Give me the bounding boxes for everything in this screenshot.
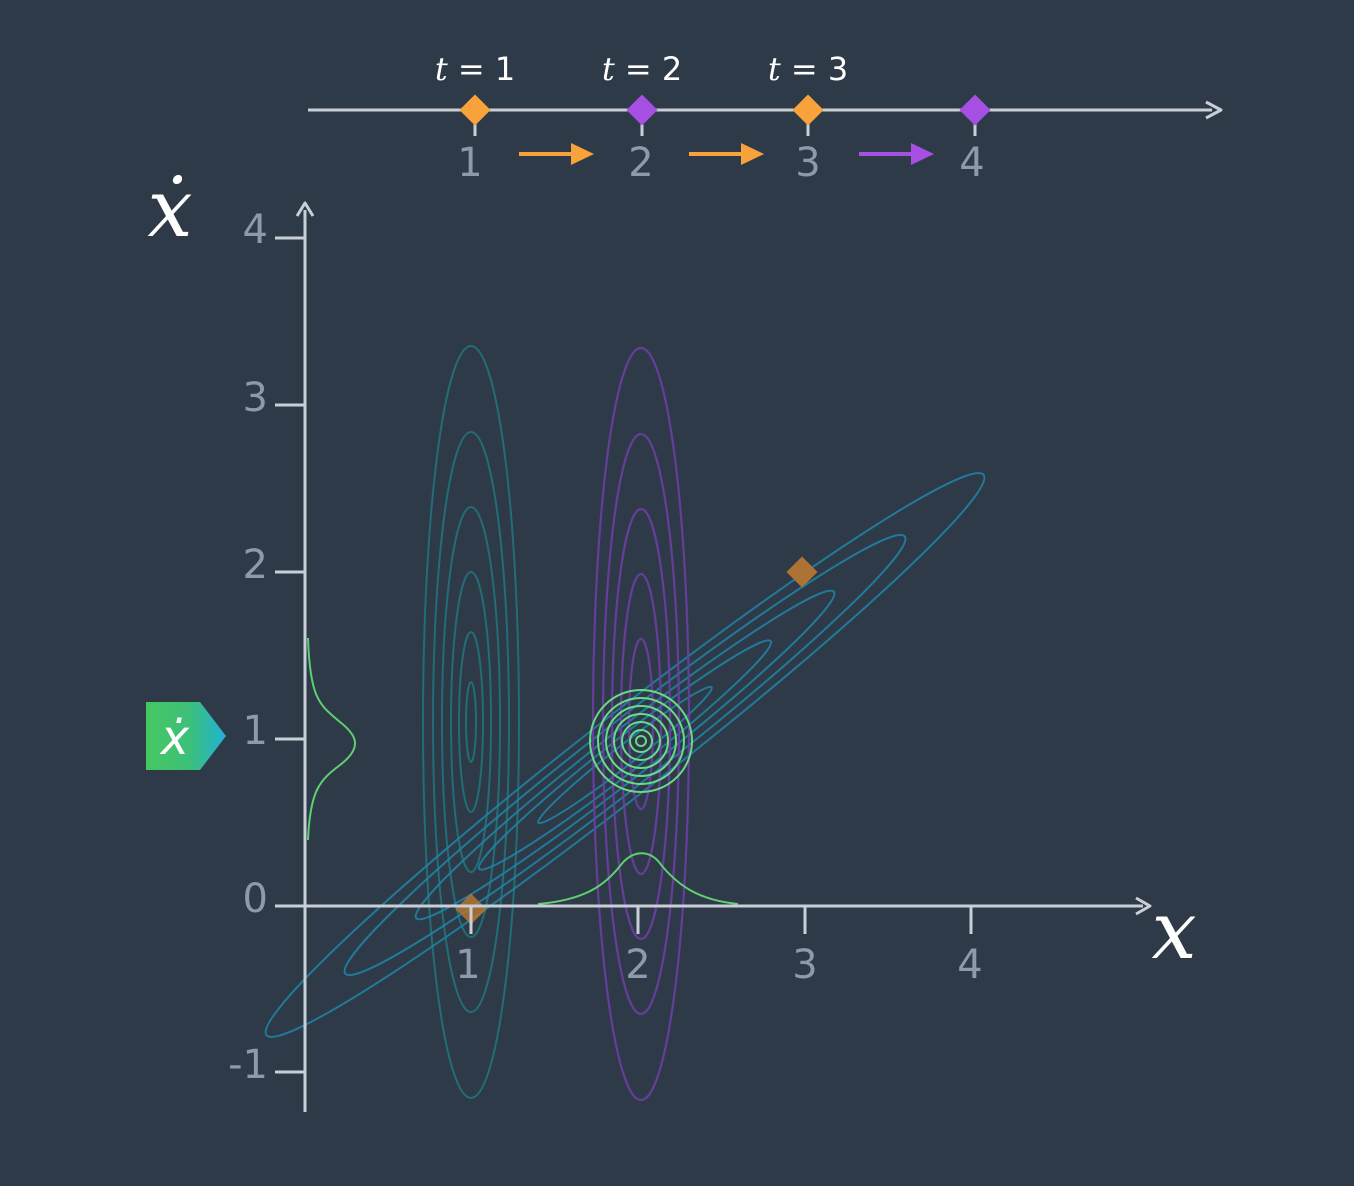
timeline-position-4: 4 [959, 140, 984, 186]
x-tick-label: 3 [792, 942, 817, 988]
time-label-3: t = 3 [768, 50, 848, 88]
timeline-marker-1 [459, 94, 491, 126]
y-tick-label: 1 [243, 708, 268, 754]
step-arrow-3-4 [859, 143, 934, 165]
posterior-gaussian-contours [589, 689, 693, 793]
timeline-arrowhead [1205, 100, 1223, 120]
timeline: t = 1 t = 2 t = 3 1 2 3 4 [308, 50, 1223, 186]
y-axis-label: ẋ [147, 162, 192, 255]
timeline-position-2: 2 [628, 140, 653, 186]
timeline-position-3: 3 [795, 140, 820, 186]
step-arrow-2-3 [689, 143, 764, 165]
y-tick-label: -1 [228, 1042, 268, 1088]
y-tick-label: 2 [243, 542, 268, 588]
y-tick-label: 0 [243, 876, 268, 922]
time-label-2: t = 2 [602, 50, 682, 88]
timeline-position-1: 1 [457, 140, 482, 186]
y-tick-label: 4 [243, 207, 268, 253]
x-axis-arrowhead [1135, 896, 1152, 916]
timeline-marker-2 [626, 94, 658, 126]
timeline-marker-4 [959, 94, 991, 126]
velocity-tag: ẋ [146, 702, 226, 770]
timeline-marker-3 [792, 94, 824, 126]
y-tick-label: 3 [243, 375, 268, 421]
x-axis-label: x [1151, 884, 1196, 977]
position-marginal-curve [537, 852, 739, 905]
velocity-marginal-curve [307, 637, 356, 841]
velocity-tag-label: ẋ [159, 710, 190, 766]
y-axis-arrowhead [295, 201, 315, 217]
x-tick-label: 4 [957, 942, 982, 988]
time-label-1: t = 1 [435, 50, 515, 88]
step-arrow-1-2 [519, 143, 594, 165]
x-tick-label: 2 [625, 942, 650, 988]
phase-plot: 4 3 2 1 0 -1 1 2 3 4 ẋ x ẋ [146, 162, 1197, 1112]
prior-gaussian-contours [422, 345, 520, 1099]
x-tick-label: 1 [455, 942, 480, 988]
